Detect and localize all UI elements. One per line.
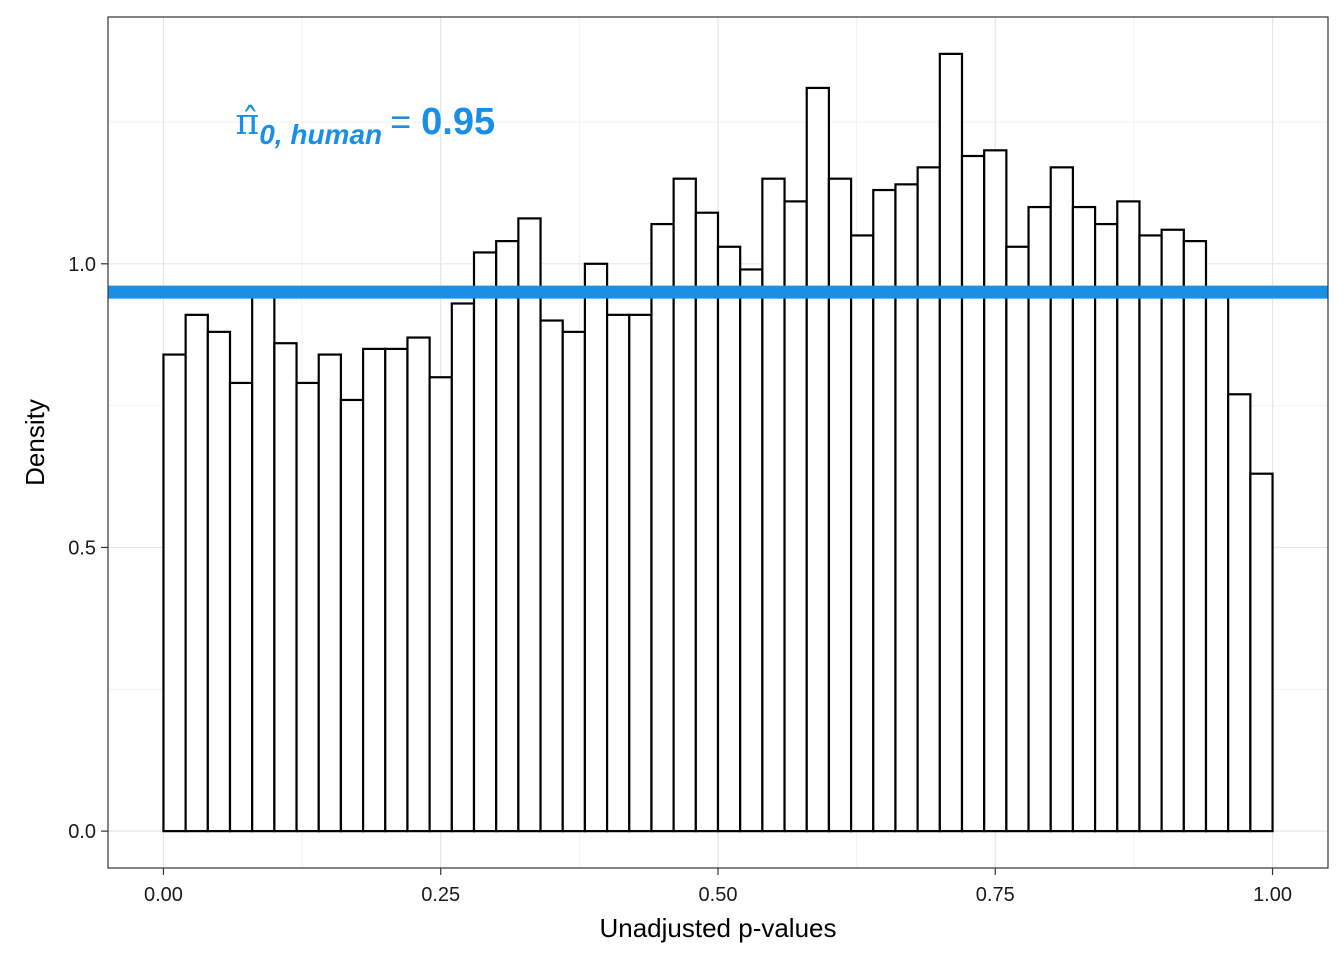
x-axis-title: Unadjusted p-values xyxy=(599,913,836,943)
histogram-bar xyxy=(317,353,343,833)
histogram-bar xyxy=(228,381,254,833)
histogram-bar xyxy=(628,313,653,833)
histogram-bar xyxy=(1204,291,1230,833)
histogram-bar xyxy=(938,52,964,833)
histogram-bar xyxy=(694,211,720,833)
histogram-bar xyxy=(339,398,365,833)
histogram-bar xyxy=(361,347,387,833)
histogram-bar xyxy=(739,268,764,833)
y-tick-label: 1.0 xyxy=(68,254,96,276)
histogram-bar xyxy=(184,313,209,833)
histogram-bars xyxy=(162,52,1274,833)
histogram-bar xyxy=(1249,472,1274,833)
histogram-bar xyxy=(849,234,875,833)
pi0-subscript: 0, human xyxy=(259,119,382,150)
x-tick-label: 0.50 xyxy=(699,884,738,906)
histogram-bar xyxy=(539,319,564,833)
y-tick-label: 0.5 xyxy=(68,537,96,559)
histogram-bar xyxy=(450,302,476,833)
histogram-bar xyxy=(916,166,941,833)
histogram-bar xyxy=(517,217,542,833)
histogram-bar xyxy=(251,291,276,833)
histogram-bar xyxy=(960,154,986,833)
histogram-bar xyxy=(1227,393,1252,833)
histogram-bar xyxy=(1027,205,1052,833)
histogram-bar xyxy=(894,183,919,833)
histogram-bar xyxy=(983,149,1008,833)
histogram-bar xyxy=(1160,228,1185,833)
histogram-bar xyxy=(384,347,409,833)
x-tick-label: 0.00 xyxy=(144,884,183,906)
histogram-bar xyxy=(1138,234,1163,833)
histogram-bar xyxy=(472,251,498,833)
histogram-bar xyxy=(162,353,187,833)
histogram-bar xyxy=(561,330,587,833)
x-tick-label: 0.75 xyxy=(976,884,1015,906)
histogram-bar xyxy=(650,222,675,833)
histogram-bar xyxy=(495,239,520,833)
histogram-bar xyxy=(406,336,431,833)
histogram-bar xyxy=(1049,166,1075,833)
pi0-value: 0.95 xyxy=(421,101,495,143)
histogram-bar xyxy=(206,330,232,833)
pi0-symbol: π̂ xyxy=(236,102,260,143)
histogram-bar xyxy=(672,177,697,833)
pi0-annotation: π̂0, human = 0.95 xyxy=(236,101,496,150)
y-tick-label: 0.0 xyxy=(68,821,96,843)
x-tick-label: 0.25 xyxy=(421,884,460,906)
svg-text:π̂0, human=0.95: π̂0, human = 0.95 xyxy=(236,101,496,150)
histogram-bar xyxy=(605,313,631,833)
histogram-bar xyxy=(1093,222,1119,833)
pi0-equals: = xyxy=(390,101,411,142)
histogram-bar xyxy=(827,177,853,833)
histogram-bar xyxy=(761,177,786,833)
histogram-bar xyxy=(583,262,609,833)
y-axis-ticks: 0.0 0.5 1.0 xyxy=(68,254,108,843)
histogram-bar xyxy=(428,376,453,833)
histogram-bar xyxy=(1071,205,1097,833)
y-axis-title: Density xyxy=(20,399,50,486)
histogram-bar xyxy=(273,342,298,833)
histogram-bar xyxy=(805,86,831,833)
x-axis-ticks: 0.00 0.25 0.50 0.75 1.00 xyxy=(144,868,1292,906)
histogram-bar xyxy=(295,381,320,833)
x-tick-label: 1.00 xyxy=(1253,884,1292,906)
histogram-bar xyxy=(1182,239,1208,833)
histogram-bar xyxy=(716,245,742,833)
histogram-bar xyxy=(1005,245,1030,833)
